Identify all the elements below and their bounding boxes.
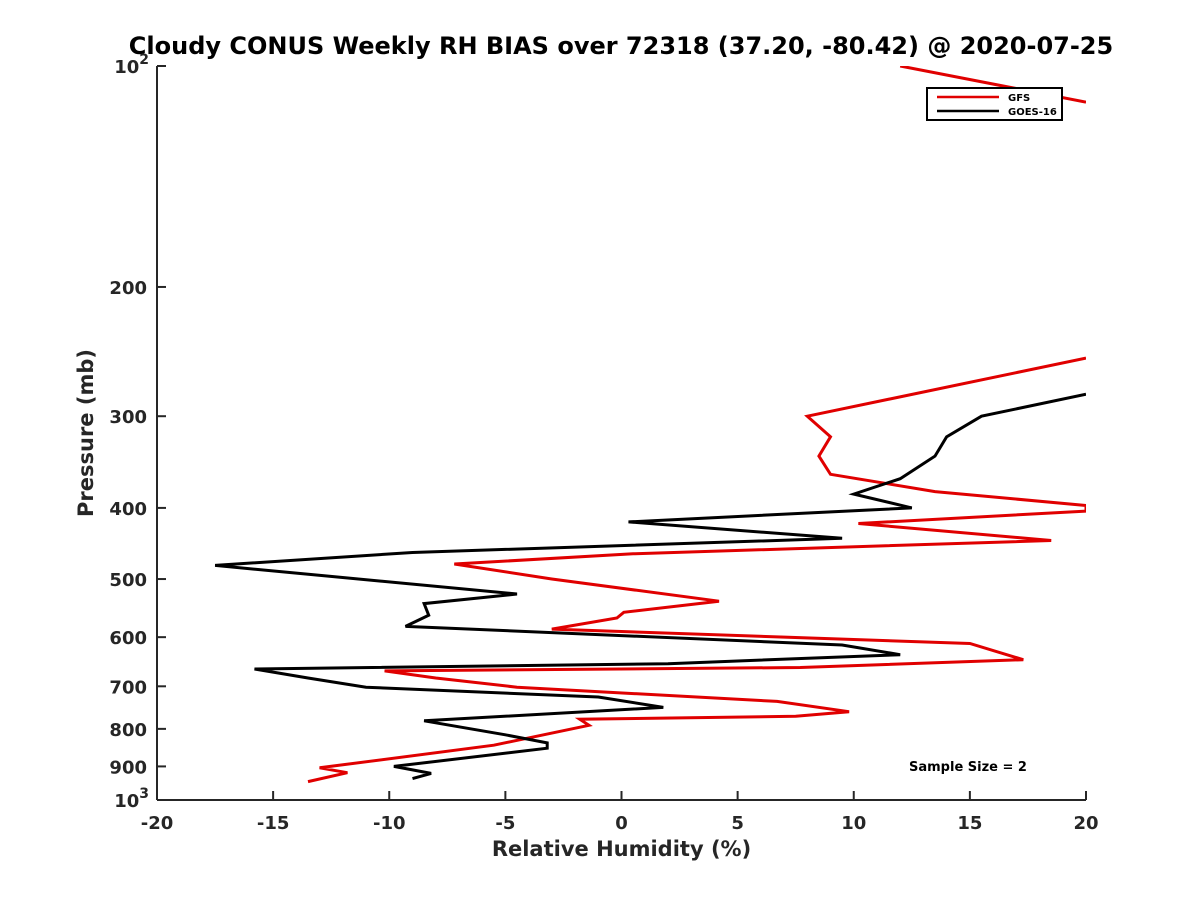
x-tick-label: 15 <box>957 813 982 834</box>
y-tick-label: 500 <box>109 570 147 591</box>
x-tick-label: -20 <box>141 813 174 834</box>
sample-size-annotation: Sample Size = 2 <box>909 760 1027 775</box>
x-tick-label: 10 <box>841 813 866 834</box>
y-tick-label: 200 <box>109 278 147 299</box>
x-tick-label: 0 <box>615 813 628 834</box>
y-tick-label: 102 <box>114 52 149 78</box>
x-tick-label: -10 <box>373 813 406 834</box>
y-axis-label: Pressure (mb) <box>74 349 98 517</box>
y-tick-label: 400 <box>109 499 147 520</box>
legend-entry-label: GOES-16 <box>1008 107 1057 118</box>
series-line-goes-16 <box>214 392 1086 781</box>
y-tick-label: 103 <box>114 786 149 812</box>
legend-entry-label: GFS <box>1008 93 1030 104</box>
y-tick-label: 800 <box>109 720 147 741</box>
y-tick-label: 900 <box>109 757 147 778</box>
x-tick-label: 5 <box>731 813 744 834</box>
x-tick-label: -15 <box>257 813 290 834</box>
y-tick-label: 600 <box>109 628 147 649</box>
series-line-gfs <box>307 356 1086 784</box>
legend-box <box>926 87 1063 121</box>
legend: GFS GOES-16 <box>926 87 1063 121</box>
series-layer <box>214 66 1086 784</box>
x-tick-label: -5 <box>495 813 515 834</box>
y-tick-label: 700 <box>109 677 147 698</box>
x-axis-label: Relative Humidity (%) <box>492 837 751 861</box>
chart-title: Cloudy CONUS Weekly RH BIAS over 72318 (… <box>129 32 1113 60</box>
x-tick-label: 20 <box>1073 813 1098 834</box>
plot-axes: -20 -15 -10 -5 0 5 10 15 20 102 200 300 400 500 600 700… <box>109 52 1098 834</box>
y-tick-label: 300 <box>109 407 147 428</box>
